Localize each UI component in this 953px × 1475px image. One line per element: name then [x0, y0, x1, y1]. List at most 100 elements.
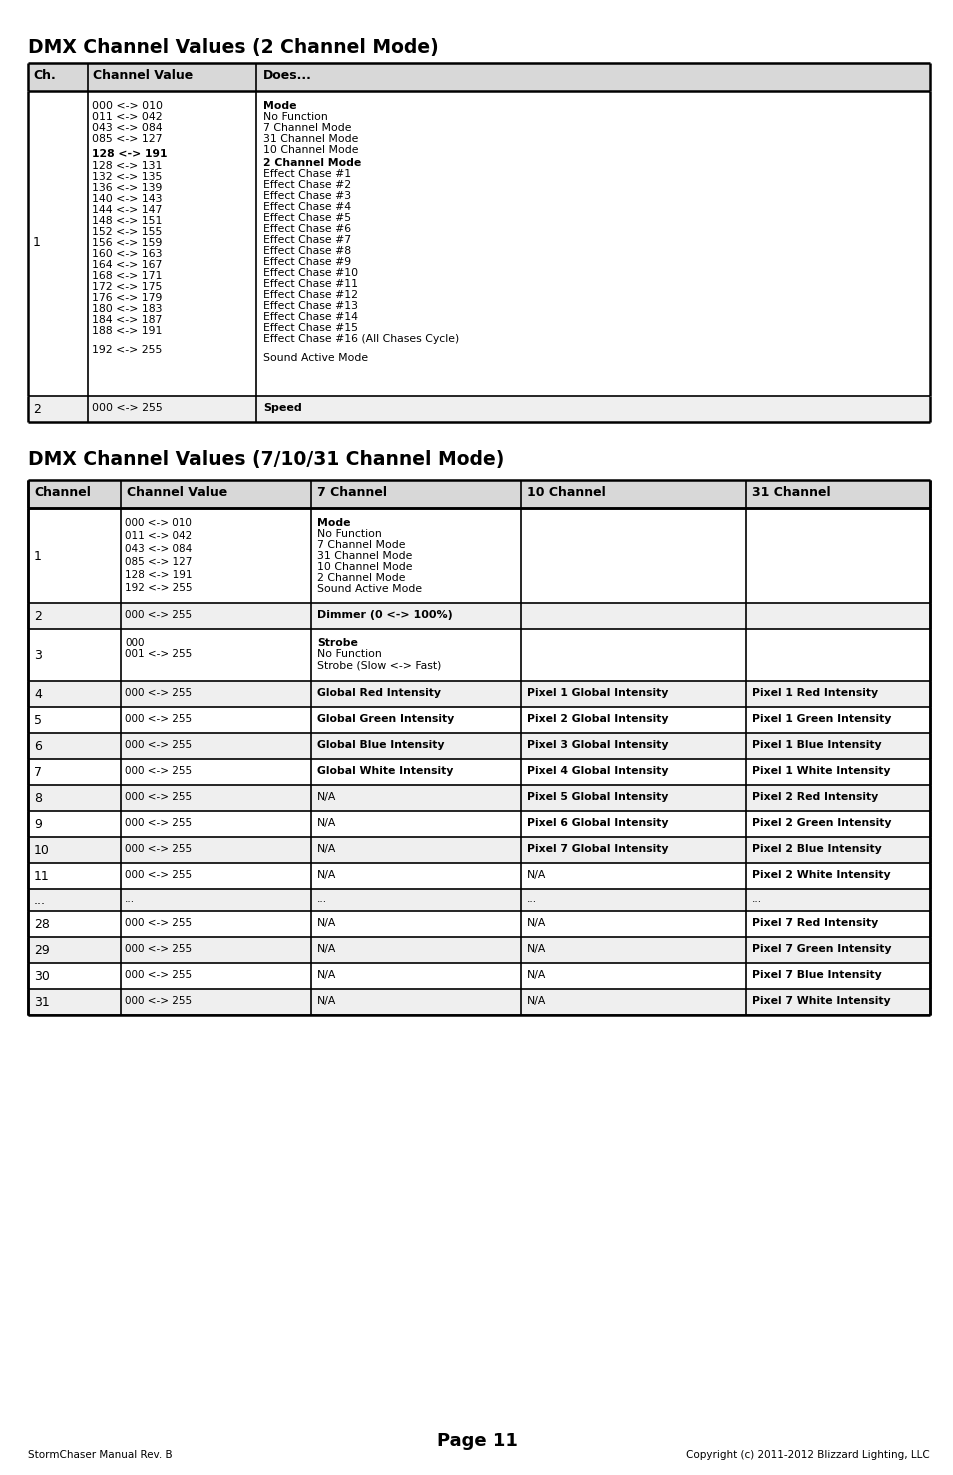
Text: 000 <-> 255: 000 <-> 255	[125, 792, 192, 802]
Text: 184 <-> 187: 184 <-> 187	[91, 316, 162, 324]
Text: Does...: Does...	[263, 69, 312, 83]
Text: 1: 1	[33, 236, 41, 249]
Text: 160 <-> 163: 160 <-> 163	[91, 249, 162, 260]
Text: Effect Chase #11: Effect Chase #11	[263, 279, 357, 289]
Bar	[28, 990, 929, 1015]
Text: 043 <-> 084: 043 <-> 084	[91, 122, 162, 133]
Text: 000 <-> 255: 000 <-> 255	[125, 917, 192, 928]
Text: N/A: N/A	[316, 792, 336, 802]
Bar	[28, 681, 929, 707]
Text: DMX Channel Values (2 Channel Mode): DMX Channel Values (2 Channel Mode)	[28, 38, 438, 58]
Text: Effect Chase #7: Effect Chase #7	[263, 235, 351, 245]
Text: Pixel 7 Global Intensity: Pixel 7 Global Intensity	[526, 844, 668, 854]
Text: Effect Chase #6: Effect Chase #6	[263, 224, 351, 235]
Text: 30: 30	[34, 971, 50, 982]
Text: 10 Channel: 10 Channel	[526, 485, 605, 499]
Text: Pixel 1 Blue Intensity: Pixel 1 Blue Intensity	[751, 740, 881, 749]
Text: 152 <-> 155: 152 <-> 155	[91, 227, 162, 237]
Text: N/A: N/A	[316, 996, 336, 1006]
Text: 043 <-> 084: 043 <-> 084	[125, 544, 193, 555]
Text: 000 <-> 255: 000 <-> 255	[125, 687, 192, 698]
Text: 000 <-> 255: 000 <-> 255	[125, 766, 192, 776]
Text: 7 Channel: 7 Channel	[316, 485, 387, 499]
Text: N/A: N/A	[316, 870, 336, 881]
Text: Pixel 6 Global Intensity: Pixel 6 Global Intensity	[526, 819, 668, 827]
Text: Effect Chase #15: Effect Chase #15	[263, 323, 357, 333]
Bar	[28, 479, 929, 507]
Text: 192 <-> 255: 192 <-> 255	[125, 583, 193, 593]
Text: 2 Channel Mode: 2 Channel Mode	[316, 572, 405, 583]
Text: 000 <-> 255: 000 <-> 255	[125, 844, 192, 854]
Text: N/A: N/A	[526, 944, 546, 954]
Text: ...: ...	[316, 894, 327, 904]
Text: 148 <-> 151: 148 <-> 151	[91, 215, 162, 226]
Text: Pixel 7 Blue Intensity: Pixel 7 Blue Intensity	[751, 971, 881, 979]
Text: ...: ...	[125, 894, 135, 904]
Text: 1: 1	[34, 550, 42, 563]
Text: Pixel 2 Green Intensity: Pixel 2 Green Intensity	[751, 819, 890, 827]
Text: Pixel 2 Red Intensity: Pixel 2 Red Intensity	[751, 792, 878, 802]
Bar	[28, 63, 929, 91]
Text: 000 <-> 255: 000 <-> 255	[125, 870, 192, 881]
Text: 31 Channel Mode: 31 Channel Mode	[263, 134, 358, 145]
Text: Pixel 7 Green Intensity: Pixel 7 Green Intensity	[751, 944, 890, 954]
Text: 000: 000	[125, 639, 144, 648]
Text: 085 <-> 127: 085 <-> 127	[125, 558, 193, 566]
Text: 188 <-> 191: 188 <-> 191	[91, 326, 162, 336]
Text: 10: 10	[34, 844, 50, 857]
Text: N/A: N/A	[526, 996, 546, 1006]
Text: Pixel 1 White Intensity: Pixel 1 White Intensity	[751, 766, 889, 776]
Text: Pixel 3 Global Intensity: Pixel 3 Global Intensity	[526, 740, 668, 749]
Text: 176 <-> 179: 176 <-> 179	[91, 294, 162, 302]
Text: N/A: N/A	[316, 917, 336, 928]
Text: Pixel 1 Red Intensity: Pixel 1 Red Intensity	[751, 687, 877, 698]
Text: Ch.: Ch.	[33, 69, 55, 83]
Text: 000 <-> 255: 000 <-> 255	[125, 971, 192, 979]
Text: 001 <-> 255: 001 <-> 255	[125, 649, 193, 659]
Text: Effect Chase #9: Effect Chase #9	[263, 257, 351, 267]
Bar	[28, 785, 929, 811]
Text: Effect Chase #13: Effect Chase #13	[263, 301, 357, 311]
Text: N/A: N/A	[526, 917, 546, 928]
Text: Effect Chase #10: Effect Chase #10	[263, 268, 357, 277]
Text: Channel Value: Channel Value	[92, 69, 193, 83]
Text: 7 Channel Mode: 7 Channel Mode	[263, 122, 351, 133]
Text: 9: 9	[34, 819, 42, 830]
Text: 085 <-> 127: 085 <-> 127	[91, 134, 162, 145]
Text: 7 Channel Mode: 7 Channel Mode	[316, 540, 405, 550]
Text: 180 <-> 183: 180 <-> 183	[91, 304, 162, 314]
Text: Strobe (Slow <-> Fast): Strobe (Slow <-> Fast)	[316, 659, 441, 670]
Text: 000 <-> 010: 000 <-> 010	[125, 518, 192, 528]
Text: Pixel 2 Blue Intensity: Pixel 2 Blue Intensity	[751, 844, 881, 854]
Text: Copyright (c) 2011-2012 Blizzard Lighting, LLC: Copyright (c) 2011-2012 Blizzard Lightin…	[685, 1450, 929, 1460]
Text: 000 <-> 255: 000 <-> 255	[125, 611, 192, 620]
Text: Pixel 1 Global Intensity: Pixel 1 Global Intensity	[526, 687, 668, 698]
Text: 8: 8	[34, 792, 42, 805]
Text: Effect Chase #8: Effect Chase #8	[263, 246, 351, 257]
Text: 5: 5	[34, 714, 42, 727]
Text: Effect Chase #2: Effect Chase #2	[263, 180, 351, 190]
Text: No Function: No Function	[316, 649, 381, 659]
Text: Page 11: Page 11	[436, 1432, 517, 1450]
Text: N/A: N/A	[316, 971, 336, 979]
Text: Pixel 2 Global Intensity: Pixel 2 Global Intensity	[526, 714, 668, 724]
Text: 136 <-> 139: 136 <-> 139	[91, 183, 162, 193]
Text: Pixel 1 Green Intensity: Pixel 1 Green Intensity	[751, 714, 890, 724]
Text: 128 <-> 131: 128 <-> 131	[91, 161, 162, 171]
Text: Channel: Channel	[34, 485, 91, 499]
Text: 156 <-> 159: 156 <-> 159	[91, 237, 162, 248]
Text: N/A: N/A	[316, 819, 336, 827]
Text: 000 <-> 255: 000 <-> 255	[125, 714, 192, 724]
Text: 128 <-> 191: 128 <-> 191	[91, 149, 168, 159]
Text: Sound Active Mode: Sound Active Mode	[316, 584, 421, 594]
Text: 000 <-> 255: 000 <-> 255	[125, 944, 192, 954]
Text: ...: ...	[751, 894, 761, 904]
Text: Mode: Mode	[316, 518, 350, 528]
Text: Effect Chase #16 (All Chases Cycle): Effect Chase #16 (All Chases Cycle)	[263, 333, 458, 344]
Text: 10 Channel Mode: 10 Channel Mode	[316, 562, 412, 572]
Bar	[28, 733, 929, 760]
Text: DMX Channel Values (7/10/31 Channel Mode): DMX Channel Values (7/10/31 Channel Mode…	[28, 450, 504, 469]
Text: Effect Chase #14: Effect Chase #14	[263, 313, 357, 322]
Text: Pixel 7 Red Intensity: Pixel 7 Red Intensity	[751, 917, 878, 928]
Text: No Function: No Function	[316, 530, 381, 538]
